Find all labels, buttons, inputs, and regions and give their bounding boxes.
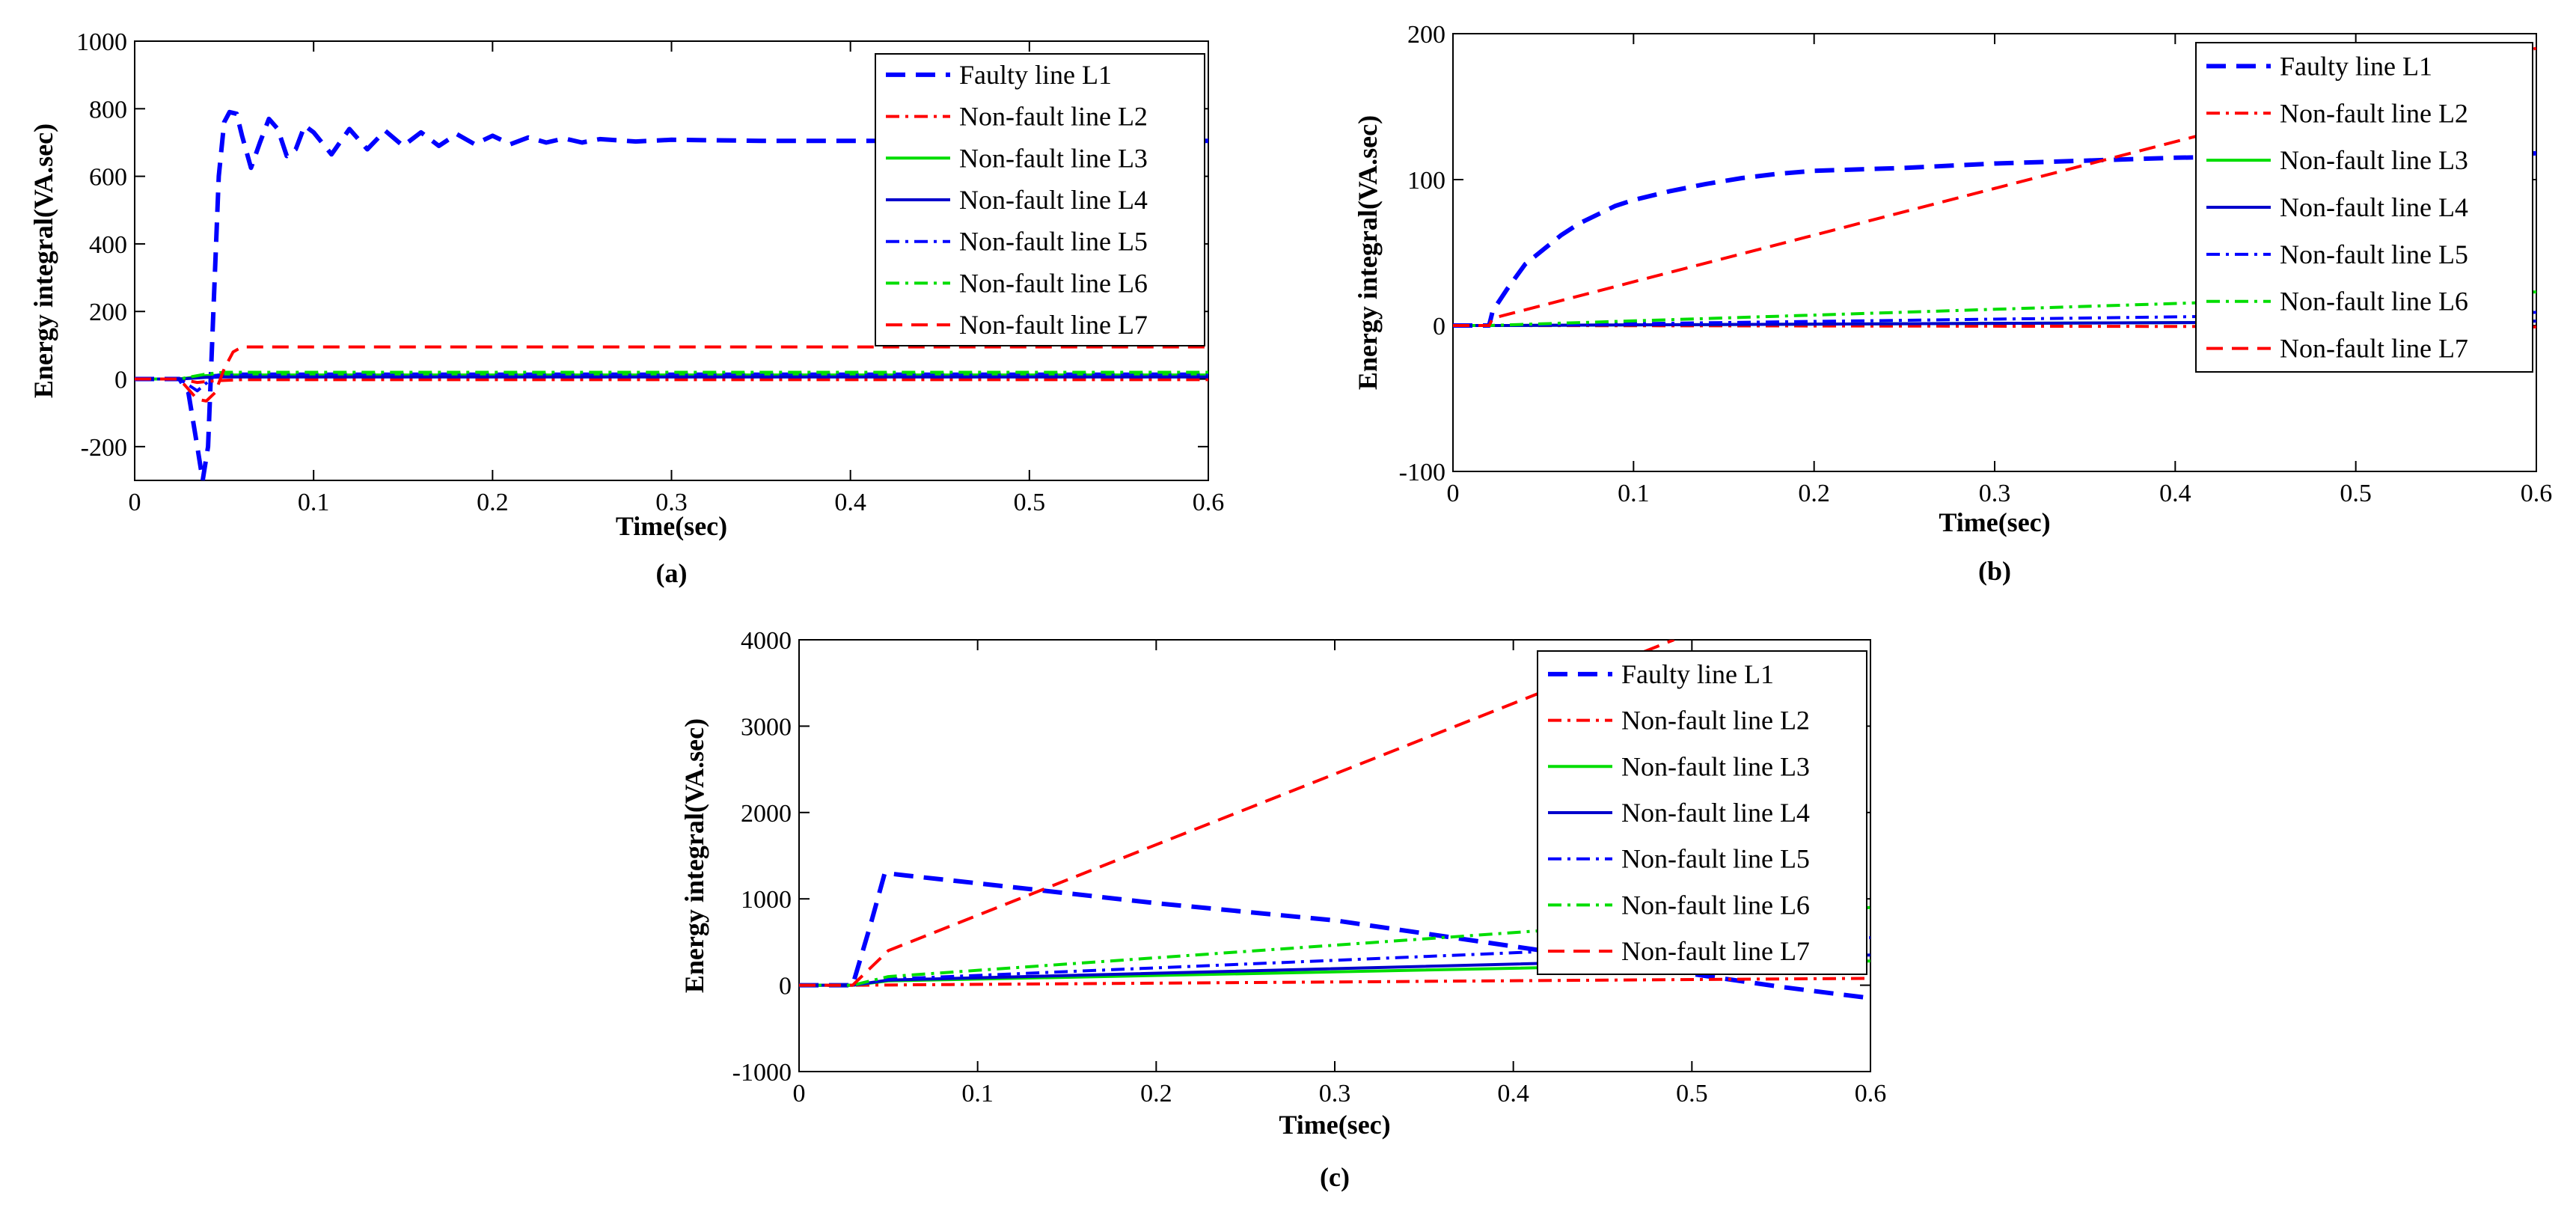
legend-entry: Non-fault line L7	[2280, 334, 2468, 364]
legend-entry: Faulty line L1	[1621, 659, 1774, 689]
y-tick-label: 600	[89, 164, 127, 192]
x-tick-label: 0.6	[1855, 1080, 1887, 1107]
y-tick-label: -1000	[732, 1059, 792, 1087]
y-tick-label: 200	[89, 299, 127, 326]
x-tick-label: 0.2	[1140, 1080, 1172, 1107]
legend-entry: Non-fault line L3	[1621, 751, 1810, 781]
y-tick-label: 800	[89, 96, 127, 123]
legend-entry: Non-fault line L6	[959, 268, 1148, 298]
series-group	[799, 640, 1870, 1000]
x-axis-label: Time(sec)	[1939, 507, 2050, 537]
x-tick-label: 0.4	[834, 489, 866, 516]
x-tick-label: 0.2	[1798, 480, 1830, 507]
x-tick-label: 0.1	[1618, 480, 1650, 507]
legend-entry: Faulty line L1	[959, 60, 1112, 90]
series-line-1	[135, 109, 1208, 480]
series-line-7	[1453, 46, 2536, 327]
y-tick-label: 0	[779, 973, 792, 1000]
legend-entry: Non-fault line L5	[959, 227, 1148, 257]
x-tick-label: 0.5	[1014, 489, 1046, 516]
x-tick-label: 0.3	[655, 489, 688, 516]
y-tick-label: 1000	[741, 886, 792, 914]
chart-panel-c: 0 0.1 0.2 0.3 0.4 0.5 0.6-10000100020003000400…	[679, 627, 1886, 1192]
legend-entry: Non-fault line L4	[2280, 192, 2468, 222]
x-tick-label: 0.5	[2340, 480, 2372, 507]
panel-caption: (c)	[1320, 1162, 1350, 1192]
y-tick-label: 0	[114, 367, 127, 394]
y-tick-label: 4000	[741, 627, 792, 655]
x-axis-label: Time(sec)	[616, 511, 727, 541]
series-line-2	[799, 977, 1870, 987]
y-tick-label: 0	[1433, 313, 1445, 340]
x-tick-label: 0	[129, 489, 141, 516]
panel-caption: (a)	[656, 558, 688, 588]
legend-entry: Non-fault line L2	[2280, 98, 2468, 128]
legend-entry: Non-fault line L7	[1621, 936, 1810, 966]
legend-entry: Non-fault line L2	[1621, 706, 1810, 736]
x-tick-label: 0	[793, 1080, 806, 1107]
legend-entry: Non-fault line L5	[2280, 239, 2468, 269]
y-axis-label: Energy integral(VA.sec)	[679, 718, 709, 993]
x-tick-label: 0.2	[477, 489, 509, 516]
x-tick-label: 0.1	[298, 489, 330, 516]
chart-panel-a: 0 0.1 0.2 0.3 0.4 0.5 0.6-20002004006008001000…	[28, 28, 1224, 588]
legend-entry: Non-fault line L4	[1621, 798, 1810, 828]
y-tick-label: 100	[1407, 167, 1445, 195]
x-tick-label: 0.3	[1979, 480, 2011, 507]
x-tick-label: 0.4	[2159, 480, 2191, 507]
x-tick-label: 0.3	[1319, 1080, 1351, 1107]
y-tick-label: 400	[89, 231, 127, 259]
x-tick-label: 0	[1447, 480, 1460, 507]
legend-entry: Non-fault line L7	[959, 310, 1148, 340]
legend: Faulty line L1 Non-fault line L2 Non-fault…	[875, 53, 1205, 346]
series-line-1	[1453, 150, 2536, 328]
y-tick-label: -200	[81, 434, 127, 462]
legend-entry: Non-fault line L2	[959, 102, 1148, 132]
x-axis-label: Time(sec)	[1279, 1110, 1390, 1140]
series-line-5	[799, 936, 1870, 987]
legend-entry: Non-fault line L3	[959, 143, 1148, 173]
legend-entry: Non-fault line L4	[959, 185, 1148, 215]
y-tick-label: -100	[1399, 459, 1445, 486]
series-line-7	[799, 640, 1675, 987]
legend: Faulty line L1 Non-fault line L2 Non-fault…	[2195, 42, 2533, 373]
y-tick-label: 200	[1407, 21, 1445, 49]
series-line-7	[135, 345, 1208, 403]
legend-entry: Non-fault line L6	[2280, 287, 2468, 317]
legend-entry: Non-fault line L5	[1621, 844, 1810, 874]
series-group	[135, 109, 1208, 480]
x-tick-label: 0.6	[1193, 489, 1225, 516]
y-tick-label: 3000	[741, 713, 792, 741]
x-tick-label: 0.5	[1676, 1080, 1708, 1107]
legend-entry: Faulty line L1	[2280, 51, 2432, 81]
legend-entry: Non-fault line L6	[1621, 890, 1810, 920]
series-group	[1453, 46, 2536, 329]
panel-caption: (b)	[1978, 556, 2011, 586]
legend: Faulty line L1 Non-fault line L2 Non-fault…	[1537, 650, 1867, 975]
y-tick-label: 1000	[76, 28, 127, 56]
x-tick-label: 0.6	[2521, 480, 2553, 507]
y-axis-label: Energy integral(VA.sec)	[28, 123, 58, 398]
legend-entry: Non-fault line L3	[2280, 145, 2468, 175]
y-axis-label: Energy integral(VA.sec)	[1353, 115, 1383, 390]
x-tick-label: 0.1	[961, 1080, 994, 1107]
y-tick-label: 2000	[741, 800, 792, 828]
x-tick-label: 0.4	[1497, 1080, 1529, 1107]
